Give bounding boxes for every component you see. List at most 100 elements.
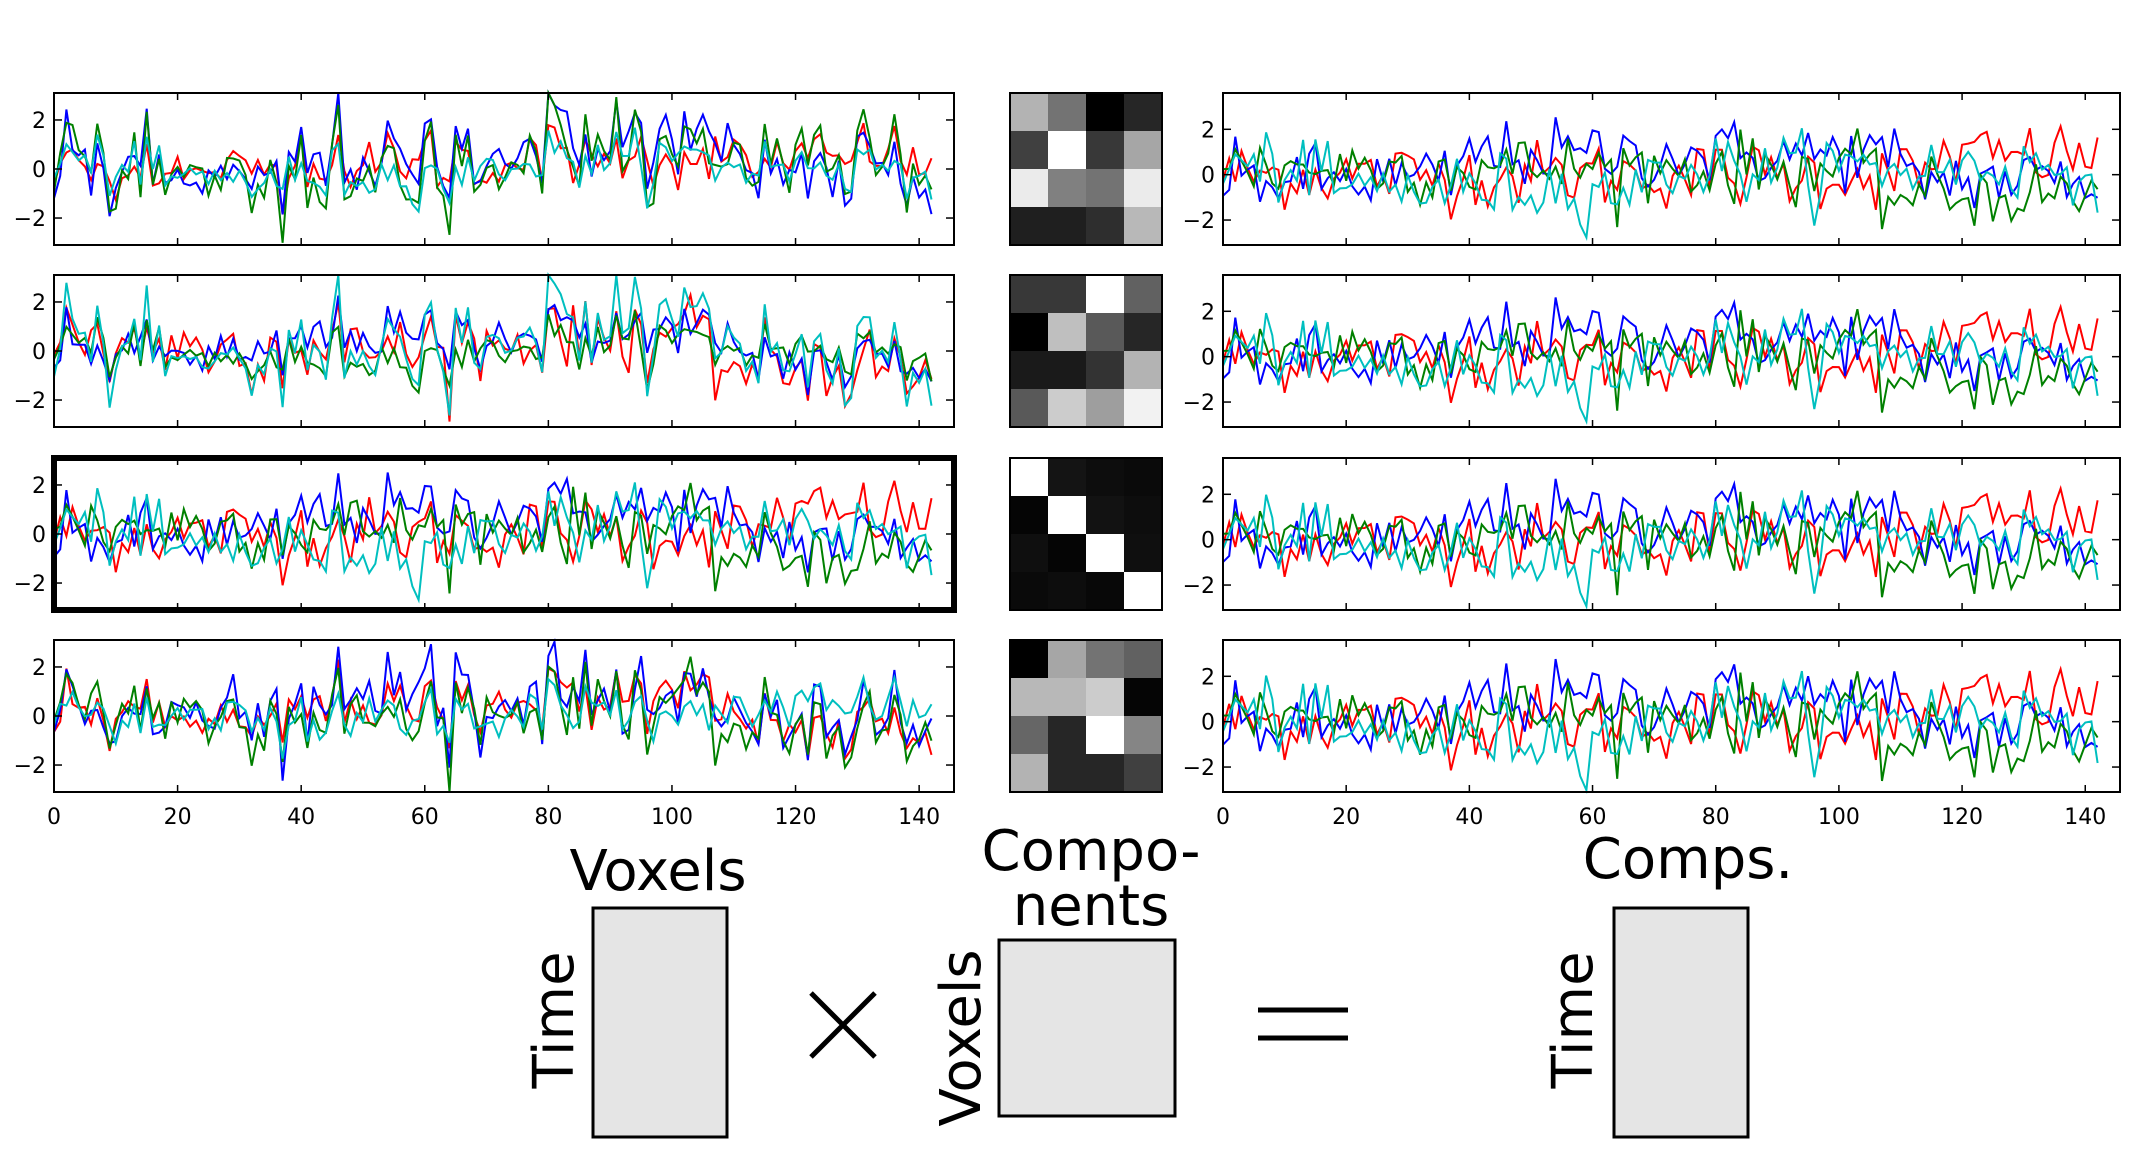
- matrix-cell: [1048, 93, 1087, 132]
- matrix-cell: [1010, 458, 1049, 497]
- right-row-1-ytick-label: 0: [1201, 164, 1215, 189]
- right-matrix: [1612, 906, 1750, 1139]
- matrix-cell: [1048, 678, 1087, 717]
- equals-symbol: [1258, 1007, 1348, 1041]
- right-row-1-ytick-label: 2: [1201, 118, 1215, 143]
- matrix-cell: [1048, 313, 1087, 352]
- right-row-2-panel: 2 0 −2: [1183, 274, 2121, 428]
- x-tick-label: 80: [534, 805, 562, 830]
- matrix-cell: [1010, 678, 1049, 717]
- right-row-4-ytick-label: 2: [1201, 665, 1215, 690]
- left-row-2-panel: 2 0 −2: [14, 272, 955, 428]
- matrix-cell: [1048, 716, 1087, 755]
- left-row-4-ytick-label: 0: [32, 705, 46, 730]
- left-row-1-series-red: [53, 122, 933, 215]
- right-row-2-series-green: [1222, 308, 2099, 413]
- left-row-4-ytick-label: 2: [32, 656, 46, 681]
- matrix-equation: Voxels Time Compo- nents Voxels Comps. T…: [522, 819, 1793, 1139]
- matrix-cell: [1048, 169, 1087, 208]
- matrix-cell: [1124, 351, 1163, 390]
- mixing-matrix-2: [1009, 274, 1163, 428]
- x-tick-label: 100: [651, 805, 693, 830]
- matrix-cell: [1010, 640, 1049, 679]
- left-matrix-top-label: Voxels: [569, 839, 746, 904]
- matrix-cell: [1124, 572, 1163, 611]
- matrix-cell: [1048, 496, 1087, 535]
- left-row-3-series-green: [53, 482, 933, 594]
- right-row-3-ytick-label: −2: [1183, 574, 1215, 599]
- left-row-1-ytick-label: 0: [32, 158, 46, 183]
- left-row-2-series-cyan: [53, 272, 933, 416]
- time-series-panels: 2 0 −2 2 0 −2 2 0 −2 2 0 −2 2 0 −2 2 0 −2 2 0 −2 2 0 −2: [14, 89, 2121, 795]
- matrix-cell: [1048, 275, 1087, 314]
- left-row-4-series-cyan: [53, 673, 933, 759]
- matrix-cell: [1010, 496, 1049, 535]
- left-row-1-ytick-label: −2: [14, 207, 46, 232]
- right-row-1-panel: 2 0 −2: [1183, 92, 2121, 246]
- left-row-2-ytick-label: 2: [32, 291, 46, 316]
- x-tick-label: 0: [47, 805, 61, 830]
- matrix-cell: [1048, 131, 1087, 170]
- matrix-cell: [1048, 534, 1087, 573]
- matrix-cell: [1010, 169, 1049, 208]
- left-row-3-series-cyan: [53, 482, 933, 604]
- matrix-cell: [1086, 754, 1125, 793]
- matrix-cell: [1048, 640, 1087, 679]
- matrix-cell: [1086, 496, 1125, 535]
- x-tick-label: 140: [898, 805, 940, 830]
- left-row-1-series-cyan: [53, 127, 933, 214]
- matrix-cell: [1124, 496, 1163, 535]
- x-tick-label: 0: [1216, 805, 1230, 830]
- matrix-cell: [1086, 131, 1125, 170]
- middle-matrix-side-label: Voxels: [929, 949, 994, 1126]
- matrix-cell: [1010, 351, 1049, 390]
- right-row-3-ytick-label: 2: [1201, 483, 1215, 508]
- matrix-cell: [1086, 313, 1125, 352]
- middle-matrix-top-label-line1: Compo-: [982, 819, 1201, 884]
- right-row-3-panel: 2 0 −2: [1183, 457, 2121, 611]
- matrix-cell: [1124, 458, 1163, 497]
- right-row-1-series-green: [1222, 128, 2099, 230]
- mixing-matrix-4: [1009, 639, 1163, 793]
- matrix-cell: [1086, 207, 1125, 246]
- mixing-matrix-1: [1009, 92, 1163, 246]
- matrix-cell: [1086, 93, 1125, 132]
- matrix-cell: [1086, 572, 1125, 611]
- x-tick-label: 60: [411, 805, 439, 830]
- right-row-4-series-green: [1222, 671, 2099, 782]
- right-row-4-series-cyan: [1222, 670, 2099, 795]
- matrix-cell: [1010, 572, 1049, 611]
- matrix-cell: [1086, 534, 1125, 573]
- right-row-2-series-cyan: [1222, 308, 2099, 426]
- right-row-3-ytick-label: 0: [1201, 529, 1215, 554]
- matrix-cell: [1048, 754, 1087, 793]
- matrix-cell: [1124, 93, 1163, 132]
- mixing-matrix-frame: [1009, 274, 1163, 428]
- x-tick-label: 20: [1332, 805, 1360, 830]
- right-row-2-ytick-label: 2: [1201, 300, 1215, 325]
- right-row-3-series-cyan: [1222, 490, 2099, 611]
- right-row-4-frame: [1222, 639, 2121, 793]
- matrix-cell: [1124, 754, 1163, 793]
- matrix-cell: [1048, 572, 1087, 611]
- left-row-2-ytick-label: 0: [32, 340, 46, 365]
- left-row-2-series-red: [53, 291, 933, 422]
- left-row-2-ytick-label: −2: [14, 389, 46, 414]
- matrix-cell: [1048, 458, 1087, 497]
- right-matrix-top-label: Comps.: [1583, 827, 1793, 892]
- matrix-cell: [1124, 534, 1163, 573]
- matrix-cell: [1124, 169, 1163, 208]
- x-tick-label: 40: [287, 805, 315, 830]
- right-row-4-ytick-label: 0: [1201, 711, 1215, 736]
- right-row-4-panel: 2 0 −2: [1183, 639, 2121, 795]
- mixing-matrices: [1009, 92, 1163, 793]
- x-tick-label: 40: [1455, 805, 1483, 830]
- left-row-4-ytick-label: −2: [14, 754, 46, 779]
- right-row-3-frame: [1222, 457, 2121, 611]
- left-row-4-series-green: [53, 656, 933, 793]
- right-row-2-frame: [1222, 274, 2121, 428]
- left-matrix: [591, 906, 729, 1139]
- matrix-cell: [1086, 389, 1125, 428]
- matrix-cell: [1124, 313, 1163, 352]
